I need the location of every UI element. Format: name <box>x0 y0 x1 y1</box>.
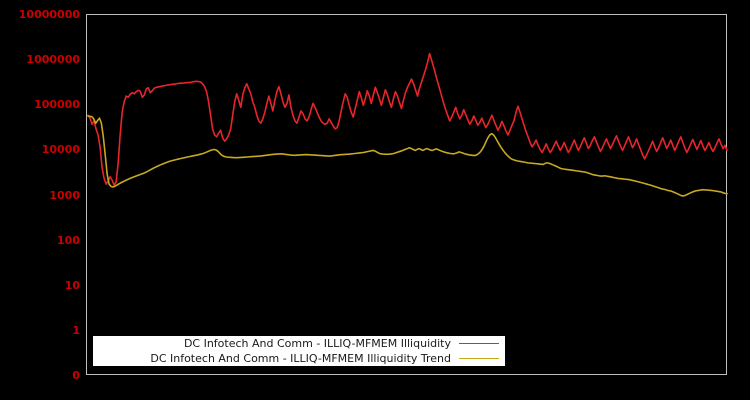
y-axis-tick-100000: 100000 <box>34 98 80 112</box>
y-axis-tick-labels: 10000000 1000000 100000 10000 1000 100 10 1 0 <box>0 0 80 400</box>
legend-entry-0[interactable]: DC Infotech And Comm - ILLIQ-MFMEM Illiq… <box>93 336 505 351</box>
y-axis-tick-1: 1 <box>72 324 80 337</box>
legend-entry-1[interactable]: DC Infotech And Comm - ILLIQ-MFMEM Illiq… <box>93 351 505 366</box>
y-axis-tick-10000000: 10000000 <box>18 8 80 21</box>
series-canvas <box>87 52 728 197</box>
y-axis-tick-10: 10 <box>64 278 80 292</box>
plot-area <box>86 14 728 375</box>
y-axis-tick-0: 0 <box>72 369 80 382</box>
series-line-illiquidity <box>87 52 728 186</box>
legend-swatch-illiquidity <box>459 343 499 344</box>
y-axis-tick-1000000: 1000000 <box>26 53 80 67</box>
y-axis-tick-10000: 10000 <box>41 143 80 157</box>
legend-swatch-illiquidity-trend <box>459 358 499 359</box>
series-line-illiquidity-trend <box>87 115 728 197</box>
legend-label-illiquidity: DC Infotech And Comm - ILLIQ-MFMEM Illiq… <box>183 336 451 350</box>
legend-label-illiquidity-trend: DC Infotech And Comm - ILLIQ-MFMEM Illiq… <box>150 351 451 365</box>
y-axis-tick-100: 100 <box>57 233 80 247</box>
chart-legend[interactable]: DC Infotech And Comm - ILLIQ-MFMEM Illiq… <box>93 336 505 366</box>
y-axis-tick-1000: 1000 <box>49 188 80 202</box>
